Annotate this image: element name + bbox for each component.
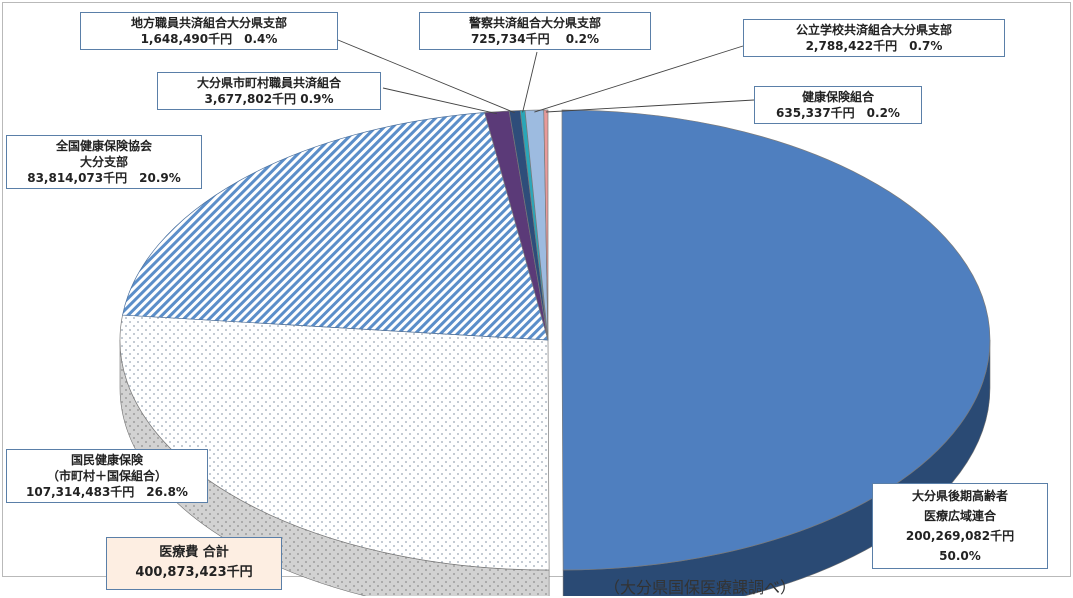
label-chiho-kyosai: 地方職員共済組合大分県支部 1,648,490千円 0.4% xyxy=(80,12,338,50)
pie-slice-kokuho xyxy=(119,314,550,571)
total-medical-cost-box: 医療費 合計 400,873,423千円 xyxy=(106,537,282,590)
leader-line-shichouson xyxy=(382,87,497,115)
leader-line-chiho xyxy=(337,39,515,114)
label-kouritsu-gakkou: 公立学校共済組合大分県支部 2,788,422千円 0.7% xyxy=(743,19,1005,57)
leader-line-keisatsu xyxy=(522,51,538,113)
pie-slice-kyokai xyxy=(122,112,549,341)
pie-slice-kouki xyxy=(561,109,991,571)
label-kenko-hoken-kumiai: 健康保険組合 635,337千円 0.2% xyxy=(754,86,922,124)
label-shichouson-kyosai: 大分県市町村職員共済組合 3,677,802千円 0.9% xyxy=(157,72,381,110)
source-note: （大分県国保医療課調べ） xyxy=(604,578,797,597)
leader-line-kouritsu xyxy=(534,45,744,113)
label-keisatsu-kyosai: 警察共済組合大分県支部 725,734千円 0.2% xyxy=(419,12,651,50)
label-kyokai-kenpo: 全国健康保険協会 大分支部 83,814,073千円 20.9% xyxy=(6,135,202,189)
total-value: 400,873,423千円 xyxy=(135,565,253,580)
leader-line-kenpo xyxy=(545,99,755,113)
total-label: 医療費 合計 xyxy=(159,545,229,560)
pie-slice-kenpo xyxy=(543,109,549,341)
label-kokumin-kenko-hoken: 国民健康保険 （市町村＋国保組合） 107,314,483千円 26.8% xyxy=(6,449,208,503)
label-kouki-koureisha: 大分県後期高齢者 医療広域連合 200,269,082千円 50.0% xyxy=(872,483,1048,569)
